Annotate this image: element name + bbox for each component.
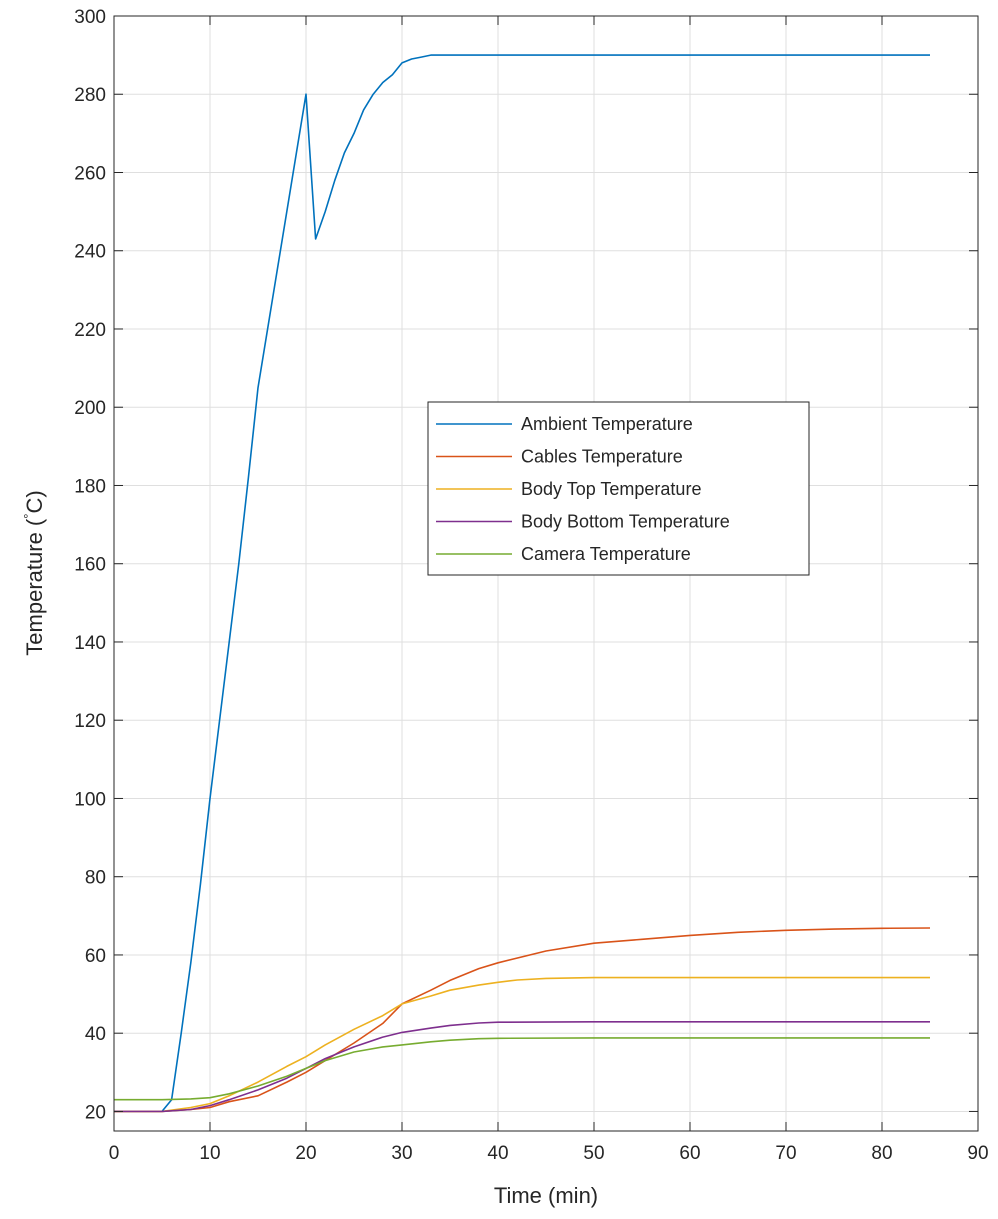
y-tick-label: 120 — [74, 711, 106, 732]
y-tick-label: 200 — [74, 398, 106, 419]
series-line-5 — [114, 1037, 930, 1101]
y-tick-label: 100 — [74, 789, 106, 810]
x-axis-label: Time (min) — [494, 1183, 598, 1208]
x-tick-label: 10 — [199, 1143, 220, 1164]
series-line-4 — [114, 1020, 930, 1113]
plot-frame — [113, 15, 979, 1132]
y-tick-label: 20 — [85, 1102, 106, 1123]
x-tick-label: 0 — [109, 1143, 120, 1164]
legend-entry-label: Body Bottom Temperature — [521, 512, 730, 532]
x-tick-label: 90 — [967, 1143, 988, 1164]
y-axis-label-unit: C) — [22, 490, 47, 513]
y-tick-label: 220 — [74, 320, 106, 341]
y-tick-label: 60 — [85, 946, 106, 967]
series-line-1 — [161, 54, 930, 1112]
series-lines — [114, 54, 931, 1113]
legend-entry-label: Cables Temperature — [521, 447, 683, 467]
y-tick-label: 160 — [74, 555, 106, 576]
legend: Ambient Temperature Cables Temperature Bod… — [427, 401, 810, 576]
y-axis-label-text: Temperature ( — [22, 518, 47, 656]
y-tick-label: 240 — [74, 242, 106, 263]
x-tick-label: 20 — [295, 1143, 316, 1164]
y-tick-label: 300 — [74, 7, 106, 28]
y-tick-label: 260 — [74, 163, 106, 184]
x-tick-label: 80 — [871, 1143, 892, 1164]
legend-entry-label: Camera Temperature — [521, 544, 691, 564]
x-tick-label: 70 — [775, 1143, 796, 1164]
y-tick-label: 40 — [85, 1024, 106, 1045]
series-line-3 — [114, 976, 930, 1113]
y-tick-label: 80 — [85, 868, 106, 889]
y-tick-label: 140 — [74, 633, 106, 654]
legend-entry-label: Ambient Temperature — [521, 414, 693, 434]
y-axis-label: Temperature (°C) — [21, 490, 47, 655]
x-tick-label: 30 — [391, 1143, 412, 1164]
y-tick-label: 280 — [74, 85, 106, 106]
x-tick-label: 50 — [583, 1143, 604, 1164]
y-tick-label: 180 — [74, 476, 106, 497]
axis-ticks: 0 10 20 30 40 50 60 70 80 90 20 40 60 80 100 120 140 160 1… — [74, 7, 988, 1164]
series-line-2 — [114, 927, 931, 1113]
x-tick-label: 60 — [679, 1143, 700, 1164]
legend-entry-label: Body Top Temperature — [521, 479, 701, 499]
x-tick-label: 40 — [487, 1143, 508, 1164]
y-axis-label-degree: ° — [21, 514, 36, 519]
